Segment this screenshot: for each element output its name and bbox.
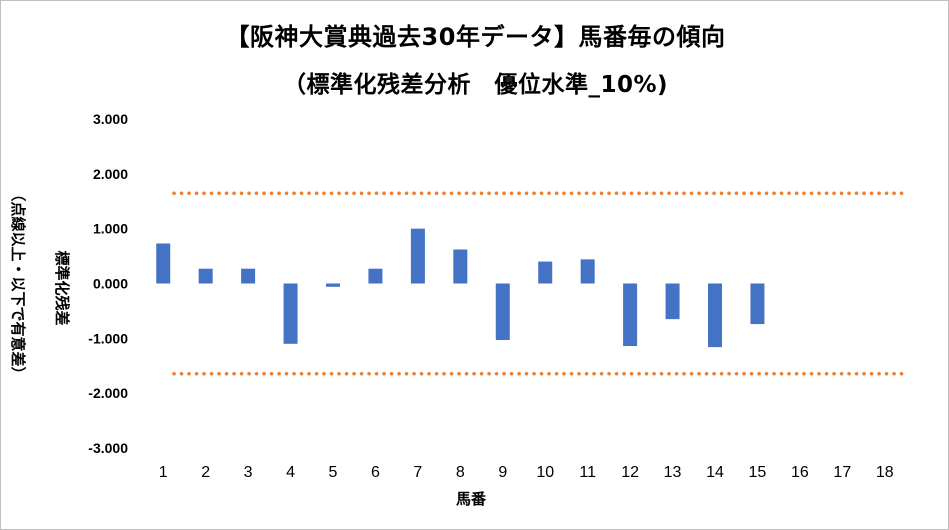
bar-4: [283, 283, 298, 344]
bar-8: [453, 249, 468, 284]
x-tick-label: 13: [664, 464, 682, 481]
y-tick-label: 3.000: [93, 111, 128, 127]
x-axis-ticks: 1 2 3 4 5 6 7 8 9 10 11 12 13 14 15 16 17 18: [159, 464, 894, 481]
y-tick-label: 1.000: [93, 221, 128, 237]
x-tick-label: 5: [329, 464, 338, 481]
bars: [156, 228, 765, 348]
y-tick-label: -3.000: [88, 440, 128, 456]
bar-10: [538, 261, 553, 284]
bar-7: [410, 228, 425, 284]
y-axis-ticks: 3.000 2.000 1.000 0.000 -1.000 -2.000 -3.000: [88, 111, 128, 456]
bar-9: [495, 283, 510, 340]
x-axis-label: 馬番: [456, 490, 487, 508]
threshold-lines: [172, 191, 908, 376]
y-tick-label: 2.000: [93, 166, 128, 182]
x-tick-label: 8: [456, 464, 465, 481]
bar-3: [241, 268, 256, 284]
y-axis-label-note: （点線以上・以下で有意差）: [9, 186, 27, 381]
x-tick-label: 7: [413, 464, 422, 481]
y-tick-label: 0.000: [93, 276, 128, 292]
bar-15: [750, 283, 765, 325]
bar-14: [708, 283, 722, 348]
bar-2: [198, 268, 213, 284]
x-tick-label: 6: [371, 464, 380, 481]
x-tick-label: 14: [706, 464, 724, 481]
y-tick-label: -1.000: [88, 330, 128, 346]
bar-5: [326, 283, 340, 287]
chart-subtitle: （標準化残差分析 優位水準_10%): [282, 72, 669, 98]
x-tick-label: 10: [536, 464, 554, 481]
x-tick-label: 12: [621, 464, 639, 481]
bar-12: [623, 283, 638, 347]
bar-1: [156, 243, 171, 284]
x-tick-label: 15: [749, 464, 767, 481]
x-tick-label: 3: [244, 464, 253, 481]
y-tick-label: -2.000: [88, 385, 128, 401]
x-tick-label: 11: [579, 464, 596, 481]
x-tick-label: 1: [159, 464, 168, 481]
x-tick-label: 2: [201, 464, 210, 481]
bar-11: [580, 259, 595, 284]
y-axis-label: 標準化残差: [53, 250, 71, 325]
x-tick-label: 18: [876, 464, 894, 481]
x-tick-label: 9: [498, 464, 507, 481]
x-tick-label: 17: [833, 464, 851, 481]
x-tick-label: 16: [791, 464, 809, 481]
chart-title: 【阪神大賞典過去30年データ】馬番毎の傾向: [225, 23, 726, 51]
x-tick-label: 4: [286, 464, 295, 481]
bar-13: [665, 283, 680, 320]
bar-6: [368, 268, 383, 284]
